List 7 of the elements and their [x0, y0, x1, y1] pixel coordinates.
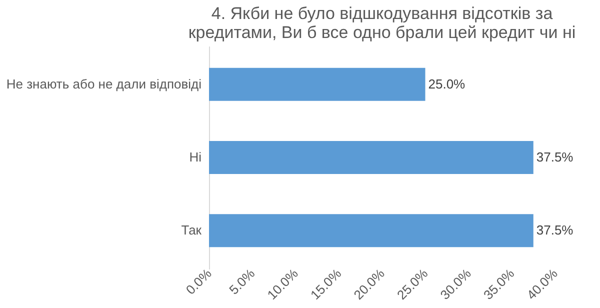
data-label: 37.5%	[536, 222, 574, 238]
data-label: 25.0%	[428, 76, 466, 92]
y-tick-label: Так	[181, 222, 202, 238]
chart-title: 4. Якби не було відшкодування відсотків за кредитами, Ви б все одно брали цей кредит чи ні	[188, 4, 576, 42]
y-tick-label: Не знають або не дали відповіді	[6, 76, 202, 92]
data-label: 37.5%	[536, 150, 574, 164]
y-tick-label: Ні	[189, 150, 202, 164]
